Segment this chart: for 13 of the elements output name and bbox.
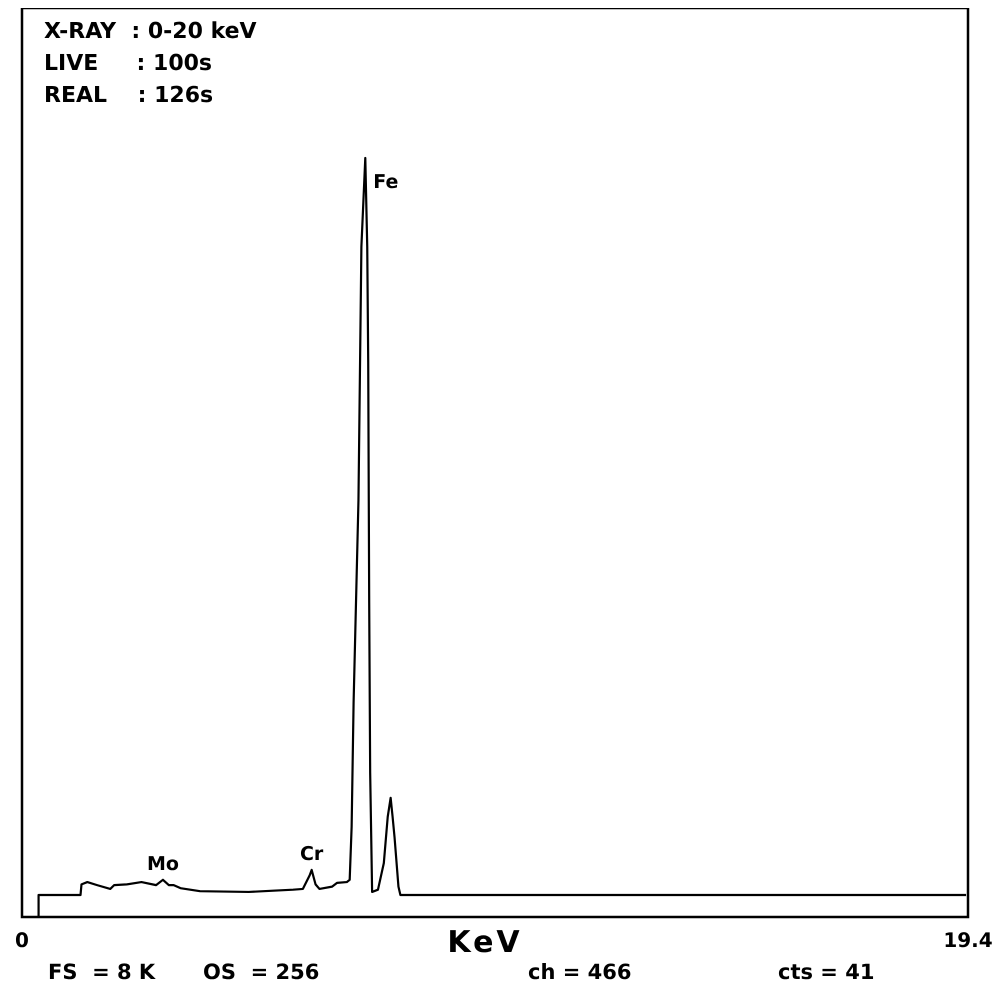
annotation: Cr <box>300 842 324 865</box>
text: OS = 256 <box>203 960 320 984</box>
annotation: Fe <box>373 171 398 193</box>
text: LIVE : 100s <box>44 51 212 76</box>
text: FS = 8 K <box>48 960 156 984</box>
x-tick-label: 19.4 <box>943 928 993 952</box>
text: REAL : 126s <box>44 83 214 108</box>
text: cts = 41 <box>778 960 874 984</box>
annotation: Mo <box>146 852 179 875</box>
text: ch = 466 <box>528 960 632 984</box>
text: X-RAY : 0-20 keV <box>44 19 257 44</box>
x-tick-label: 0 <box>15 928 29 952</box>
x-axis-title: KeV <box>447 925 523 960</box>
